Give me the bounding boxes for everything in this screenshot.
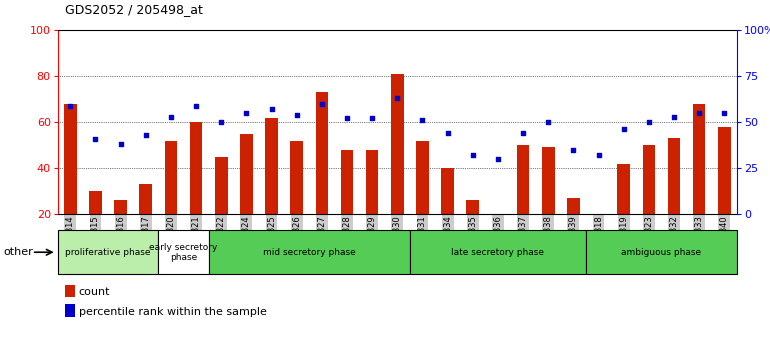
Bar [718, 127, 731, 214]
Point [240, 110, 253, 116]
Bar [114, 200, 127, 214]
Bar [165, 141, 177, 214]
Bar [618, 164, 630, 214]
Text: ambiguous phase: ambiguous phase [621, 248, 701, 257]
Point [718, 110, 731, 116]
Text: mid secretory phase: mid secretory phase [263, 248, 356, 257]
Text: count: count [79, 287, 110, 297]
FancyBboxPatch shape [410, 230, 586, 274]
Bar [567, 198, 580, 214]
Bar [215, 156, 228, 214]
Point [668, 114, 680, 119]
Bar [340, 150, 353, 214]
Text: early secretory
phase: early secretory phase [149, 242, 218, 262]
FancyBboxPatch shape [586, 230, 737, 274]
Text: percentile rank within the sample: percentile rank within the sample [79, 307, 266, 316]
Point [190, 103, 203, 108]
Point [542, 119, 554, 125]
Bar [642, 145, 655, 214]
Point [316, 101, 328, 107]
Text: late secretory phase: late secretory phase [451, 248, 544, 257]
Point [643, 119, 655, 125]
Point [341, 116, 353, 121]
Point [215, 119, 227, 125]
Point [417, 118, 429, 123]
Text: GDS2052 / 205498_at: GDS2052 / 205498_at [65, 3, 203, 16]
Bar [265, 118, 278, 214]
Point [693, 110, 705, 116]
FancyBboxPatch shape [159, 230, 209, 274]
Point [391, 95, 403, 101]
Point [567, 147, 580, 153]
Point [266, 107, 278, 112]
Point [290, 112, 303, 118]
Bar [240, 133, 253, 214]
Point [517, 130, 529, 136]
Bar [290, 141, 303, 214]
Point [115, 141, 127, 147]
FancyBboxPatch shape [58, 230, 159, 274]
Point [441, 130, 454, 136]
FancyBboxPatch shape [209, 230, 410, 274]
Bar [416, 141, 429, 214]
Bar [366, 150, 379, 214]
Bar [139, 184, 152, 214]
Bar [189, 122, 203, 214]
Point [618, 127, 630, 132]
Point [139, 132, 152, 138]
Bar [517, 145, 530, 214]
Point [64, 103, 76, 108]
Text: proliferative phase: proliferative phase [65, 248, 151, 257]
Bar [467, 200, 479, 214]
Point [467, 153, 479, 158]
Bar [89, 191, 102, 214]
Bar [64, 104, 77, 214]
Point [492, 156, 504, 162]
Bar [441, 168, 454, 214]
Point [592, 153, 604, 158]
Bar [316, 92, 328, 214]
Text: other: other [4, 247, 34, 257]
Bar [391, 74, 403, 214]
Point [366, 116, 378, 121]
Point [165, 114, 177, 119]
Point [89, 136, 102, 142]
Bar [542, 147, 554, 214]
Bar [668, 138, 681, 214]
Bar [693, 104, 705, 214]
